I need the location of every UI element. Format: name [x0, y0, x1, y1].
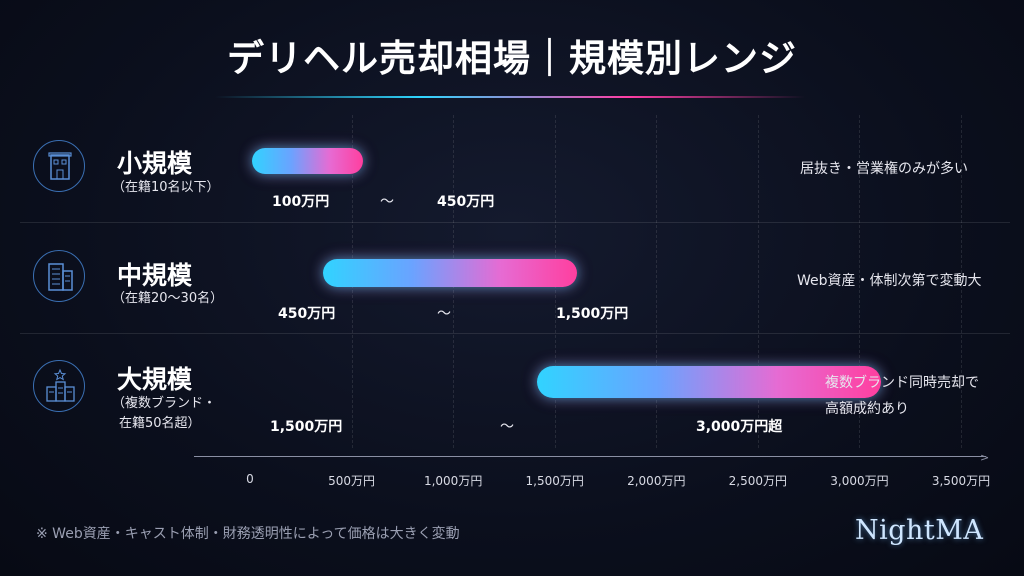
x-tick-label: 2,500万円: [728, 474, 788, 488]
x-tick-label: 3,000万円: [830, 474, 889, 488]
x-axis-line: [194, 456, 986, 457]
tier-mid-icon-circle: [33, 250, 85, 302]
tier-large-name: 大規模: [117, 365, 193, 394]
tier-small-name: 小規模: [117, 149, 193, 178]
tier-small-tilde: ～: [380, 194, 394, 210]
tier-large-sub-line2: 在籍50名超）: [119, 416, 201, 431]
tier-mid-tilde: ～: [437, 306, 451, 322]
tier-small-max-label: 450万円: [437, 194, 495, 210]
tier-large-max-label: 3,000万円超: [696, 419, 783, 435]
x-tick-label: 3,500万円: [931, 474, 991, 488]
tier-large-icon-circle: [33, 360, 85, 412]
grid-line: [859, 115, 861, 448]
mid-office-building-icon: [48, 263, 73, 291]
tier-small-sub: （在籍10名以下）: [112, 180, 220, 195]
tier-large-bar: [536, 366, 882, 398]
tier-small-bar: [252, 148, 364, 174]
grid-line: [961, 115, 962, 448]
x-tick-label: 500万円: [328, 474, 376, 488]
tier-mid-name: 中規模: [117, 261, 193, 290]
page-title: デリヘル売却相場｜規模別レンジ: [227, 37, 797, 80]
tier-mid-min-label: 450万円: [278, 306, 336, 322]
grid-line: [656, 115, 658, 448]
x-axis-arrow-icon: >: [980, 451, 990, 464]
x-tick-label: 0: [246, 472, 254, 486]
row-divider-2: [20, 333, 1010, 334]
footnote: ※ Web資産・キャスト体制・財務透明性によって価格は大きく変動: [36, 526, 460, 542]
tier-large-min-label: 1,500万円: [270, 419, 343, 435]
tier-small-min-label: 100万円: [272, 194, 330, 210]
tier-small-note: 居抜き・営業権のみが多い: [800, 161, 968, 177]
tier-large-note-line1: 複数ブランド同時売却で: [825, 375, 979, 391]
x-tick-label: 1,500万円: [525, 474, 584, 488]
tier-mid-note: Web資産・体制次第で変動大: [797, 273, 982, 289]
nightma-logo: NightMA: [855, 515, 984, 546]
tier-small-icon-circle: [33, 140, 85, 192]
grid-line: [757, 115, 759, 448]
x-tick-label: 1,000万円: [423, 474, 483, 488]
small-shop-building-icon: [48, 152, 72, 180]
tier-mid-sub: （在籍20～30名）: [112, 291, 224, 306]
large-buildings-icon: [46, 368, 75, 402]
title-underline: [215, 96, 805, 98]
x-tick-label: 2,000万円: [627, 474, 686, 488]
tier-large-tilde: ～: [500, 419, 514, 435]
tier-large-note-line2: 高額成約あり: [825, 401, 909, 417]
tier-mid-bar: [323, 259, 577, 287]
tier-large-sub-line1: （複数ブランド・: [112, 396, 217, 411]
tier-mid-max-label: 1,500万円: [556, 306, 629, 322]
row-divider-1: [20, 222, 1010, 223]
